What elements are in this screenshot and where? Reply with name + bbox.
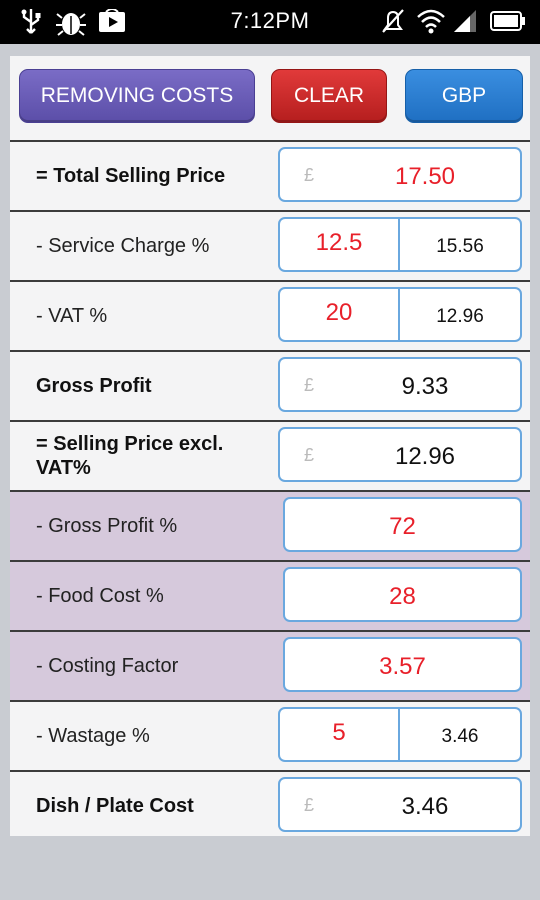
row-gross-profit: Gross Profit £ 9.33 (10, 350, 530, 420)
wastage-amount: 3.46 (400, 709, 520, 760)
bug-icon (56, 13, 86, 36)
dish-plate-cost-field: £ 3.46 (278, 777, 522, 832)
service-charge-percent-value: 12.5 (315, 229, 363, 256)
gross-profit-percent-value: 72 (389, 513, 416, 540)
service-charge-field: 12.5 15.56 (278, 217, 522, 272)
selling-price-excl-vat-label: = Selling Price excl. VAT% (36, 433, 224, 479)
battery-icon (490, 11, 525, 31)
row-gross-profit-percent: - Gross Profit % 72 (10, 490, 530, 560)
wastage-label: - Wastage % (36, 725, 150, 747)
currency-symbol: £ (304, 445, 315, 465)
wastage-percent-value: 5 (332, 719, 346, 746)
total-selling-price-value: 17.50 (394, 163, 456, 190)
food-cost-percent-input[interactable]: 28 (283, 567, 522, 622)
vat-amount: 12.96 (400, 289, 520, 340)
currency-button[interactable]: GBP (405, 69, 523, 123)
costing-factor-value: 3.57 (379, 653, 426, 680)
vat-label: - VAT % (36, 305, 108, 327)
row-dish-plate-cost: Dish / Plate Cost £ 3.46 (10, 770, 530, 840)
wifi-icon (417, 9, 445, 34)
row-food-cost-percent: - Food Cost % 28 (10, 560, 530, 630)
row-vat: - VAT % 20 12.96 (10, 280, 530, 350)
gross-profit-percent-input[interactable]: 72 (283, 497, 522, 552)
gross-profit-percent-label: - Gross Profit % (36, 515, 178, 537)
status-bar: 7:12PM (0, 0, 540, 44)
gross-profit-field: £ 9.33 (278, 357, 522, 412)
currency-symbol: £ (304, 795, 315, 815)
row-selling-price-excl-vat: = Selling Price excl. VAT% £ 12.96 (10, 420, 530, 490)
row-service-charge: - Service Charge % 12.5 15.56 (10, 210, 530, 280)
costing-factor-input[interactable]: 3.57 (283, 637, 522, 692)
row-total-selling-price: = Total Selling Price £ 17.50 (10, 140, 530, 210)
removing-costs-button[interactable]: REMOVING COSTS (19, 69, 255, 123)
vat-percent-value: 20 (325, 299, 353, 326)
vat-percent-input[interactable]: 20 (280, 289, 400, 340)
vat-field: 20 12.96 (278, 287, 522, 342)
usb-icon (21, 9, 41, 34)
row-wastage: - Wastage % 5 3.46 (10, 700, 530, 770)
wastage-field: 5 3.46 (278, 707, 522, 762)
signal-icon (454, 10, 476, 32)
calculator-panel: REMOVING COSTS CLEAR GBP = Total Selling… (10, 56, 530, 836)
total-selling-price-label: = Total Selling Price (36, 165, 226, 187)
food-cost-percent-label: - Food Cost % (36, 585, 164, 607)
costing-factor-label: - Costing Factor (36, 655, 179, 677)
food-cost-percent-value: 28 (389, 583, 416, 610)
gross-profit-value: 9.33 (401, 373, 449, 400)
currency-symbol: £ (304, 375, 315, 395)
service-charge-percent-input[interactable]: 12.5 (280, 219, 400, 270)
service-charge-amount-value: 15.56 (436, 236, 484, 257)
wastage-percent-input[interactable]: 5 (280, 709, 400, 760)
alarm-off-icon (382, 9, 404, 33)
row-costing-factor: - Costing Factor 3.57 (10, 630, 530, 700)
selling-price-excl-vat-value: 12.96 (394, 443, 456, 470)
vat-amount-value: 12.96 (436, 306, 484, 327)
play-store-icon (99, 9, 125, 32)
service-charge-amount: 15.56 (400, 219, 520, 270)
dish-plate-cost-value: 3.46 (401, 793, 449, 820)
status-time: 7:12PM (230, 8, 310, 33)
service-charge-label: - Service Charge % (36, 235, 210, 257)
wastage-amount-value: 3.46 (441, 726, 479, 747)
gross-profit-label: Gross Profit (36, 375, 152, 397)
total-selling-price-field[interactable]: £ 17.50 (278, 147, 522, 202)
dish-plate-cost-label: Dish / Plate Cost (36, 795, 194, 817)
currency-symbol: £ (304, 165, 315, 185)
selling-price-excl-vat-field: £ 12.96 (278, 427, 522, 482)
clear-button[interactable]: CLEAR (271, 69, 387, 123)
